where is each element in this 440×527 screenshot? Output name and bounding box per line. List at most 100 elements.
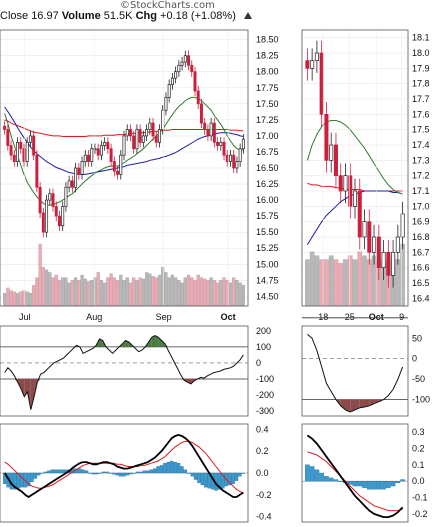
macd-histogram-bar: [381, 481, 386, 490]
price-y-tick-label: 16.6: [412, 263, 430, 273]
macd-histogram-bar: [125, 472, 130, 476]
volume-bar: [212, 280, 216, 307]
cci-y-tick-label: 0: [412, 354, 417, 364]
candle-body: [348, 175, 353, 207]
cci-oversold-fill: [345, 399, 351, 412]
price-y-tick-label: 17.4: [412, 140, 430, 150]
macd-histogram-bar: [163, 463, 167, 474]
price-y-tick-label: 17.9: [412, 63, 430, 73]
candle-body: [219, 141, 223, 146]
candle-body: [333, 144, 338, 177]
volume-bar: [109, 273, 113, 307]
price-y-tick-label: 15.25: [256, 243, 279, 253]
macd-histogram-bar: [217, 472, 222, 490]
candle-body: [80, 161, 84, 175]
macd-histogram-bar: [50, 469, 55, 474]
candle-body: [310, 60, 315, 69]
macd-histogram-bar: [57, 469, 61, 474]
volume-bar: [183, 277, 187, 307]
volume-bar: [19, 291, 23, 307]
candle-body: [28, 135, 32, 143]
macd-histogram-bar: [190, 472, 194, 477]
candle-body: [362, 221, 367, 238]
price-y-tick-label: 16.8: [412, 232, 430, 242]
volume-bar: [80, 274, 84, 307]
volume-bar: [219, 280, 223, 307]
price-y-tick-label: 17.25: [256, 115, 279, 125]
macd-histogram-bar: [319, 472, 324, 482]
volume-bar: [38, 243, 42, 307]
cci-y-tick-label: -50: [412, 374, 425, 384]
cci-oversold-fill: [27, 379, 31, 410]
price-y-tick-label: 14.50: [256, 291, 279, 301]
volume-bar: [190, 277, 194, 307]
candle-body: [77, 167, 81, 175]
chg-value: +0.18 (+1.08%): [160, 10, 236, 22]
volume-bar: [222, 277, 226, 307]
volume-bar: [157, 274, 162, 307]
volume-bar: [180, 282, 184, 307]
macd-y-tick-label: -0.4: [256, 512, 272, 522]
candle-body: [32, 135, 36, 156]
volume-bar: [333, 259, 339, 307]
volume-bar: [170, 274, 175, 307]
x-tick-label: 18: [318, 312, 328, 322]
macd-histogram-bar: [16, 472, 21, 489]
volume-bar: [138, 277, 142, 307]
candle-body: [16, 141, 19, 162]
price-y-tick-label: 16.25: [256, 179, 279, 189]
candle-body: [96, 148, 100, 156]
volume-bar: [41, 267, 45, 307]
candle-body: [54, 206, 58, 217]
candle-body: [238, 148, 242, 162]
macd-histogram-bar: [91, 472, 96, 475]
macd-y-tick-label: 0.0: [256, 468, 269, 478]
candle-body: [138, 129, 142, 143]
candle-body: [199, 103, 203, 124]
macd-histogram-bar: [221, 472, 225, 489]
macd-histogram-bar: [132, 472, 136, 474]
volume-bar: [48, 272, 52, 307]
volume-bar: [362, 255, 367, 307]
volume-bar: [199, 277, 204, 307]
macd-histogram-bar: [314, 469, 320, 482]
cci-y-tick-label: -100: [412, 395, 430, 405]
volume-bar: [112, 277, 116, 307]
volume-bar: [54, 274, 58, 307]
price-y-tick-label: 16.9: [412, 217, 430, 227]
candle-body: [324, 113, 329, 161]
macd-histogram-bar: [170, 460, 174, 474]
candle-body: [67, 180, 71, 188]
candle-body: [148, 122, 152, 130]
macd-histogram-bar: [338, 481, 344, 482]
candle-body: [400, 213, 405, 238]
macd-histogram-bar: [40, 472, 44, 474]
candle-body: [232, 154, 236, 169]
volume-bar: [64, 277, 68, 307]
close-value: 16.97: [31, 10, 59, 22]
candle-body: [212, 122, 216, 143]
candle-body: [196, 90, 200, 105]
macd-histogram-bar: [98, 472, 102, 474]
macd-histogram-bar: [78, 468, 82, 474]
macd-y-tick-label: 0.0: [412, 476, 425, 486]
price-y-tick-label: 17.0: [412, 201, 430, 211]
price-y-tick-label: 16.75: [256, 147, 279, 157]
cci-overbought-fill: [158, 337, 162, 347]
volume-bar: [309, 251, 315, 307]
cci-oversold-fill: [355, 399, 360, 410]
price-y-tick-label: 17.50: [256, 99, 279, 109]
candle-body: [109, 148, 113, 162]
macd-histogram-bar: [362, 481, 367, 488]
cci-y-tick-label: 0: [256, 358, 261, 368]
collapse-triangle-icon[interactable]: [244, 12, 252, 19]
macd-histogram-bar: [352, 481, 358, 487]
macd-histogram-bar: [204, 472, 208, 488]
volume-bar: [12, 291, 16, 307]
macd-histogram-bar: [234, 472, 239, 481]
volume-bar: [96, 272, 100, 307]
volume-bar: [28, 292, 33, 307]
volume-bar: [148, 273, 152, 307]
price-y-tick-label: 16.4: [412, 293, 430, 303]
volume-bar: [186, 274, 191, 307]
